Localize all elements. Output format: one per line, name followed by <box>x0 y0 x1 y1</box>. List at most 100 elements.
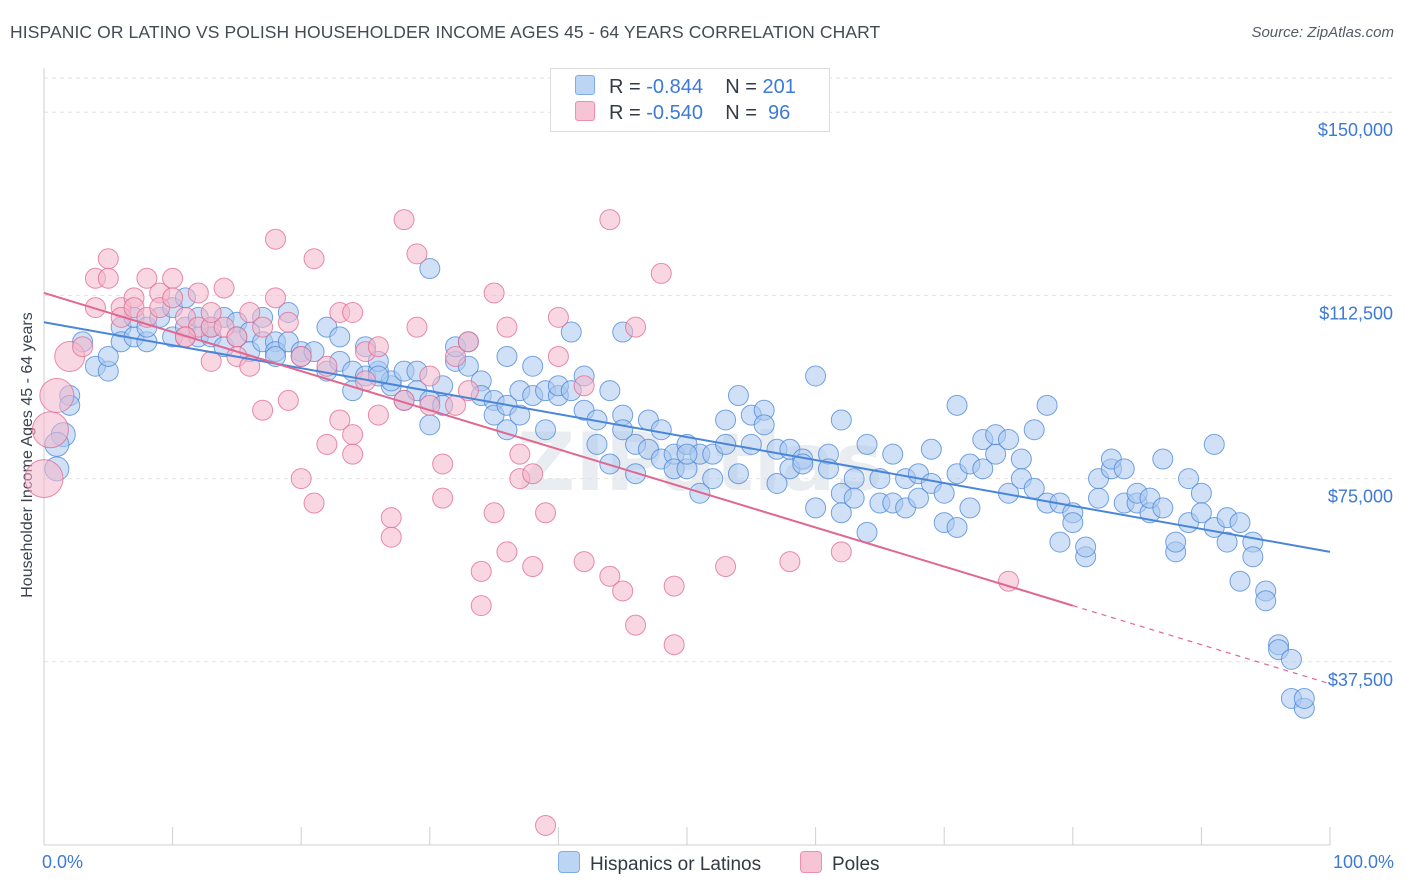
poles-point <box>625 316 647 338</box>
hispanic-point <box>329 326 351 348</box>
hispanic-point <box>1178 468 1200 490</box>
poles-point <box>342 443 364 465</box>
y-tick-label: $150,000 <box>1318 120 1393 140</box>
poles-point <box>277 311 299 333</box>
hispanic-point <box>933 482 955 504</box>
poles-point <box>599 565 621 587</box>
poles-point <box>522 556 544 578</box>
poles-point <box>470 560 492 582</box>
hispanic-point <box>1293 687 1315 709</box>
poles-point <box>419 394 441 416</box>
poles-point <box>264 228 286 250</box>
hispanic-point <box>998 429 1019 451</box>
source-credit: Source: ZipAtlas.com <box>1251 24 1394 41</box>
hispanic-point <box>856 433 878 455</box>
poles-point <box>625 614 647 636</box>
hispanic-point <box>882 443 904 465</box>
poles-point <box>535 502 557 524</box>
hispanic-point <box>97 345 119 367</box>
legend-r-value: -0.844 <box>646 76 703 98</box>
poles-point <box>316 433 338 455</box>
hispanic-point <box>959 497 981 519</box>
bottom-legend-label: Poles <box>832 854 880 875</box>
poles-point <box>162 287 184 309</box>
hispanic-point <box>766 472 788 494</box>
poles-point <box>367 336 389 358</box>
hispanic-point <box>702 468 724 490</box>
hispanic-point <box>650 419 672 441</box>
hispanic-point <box>1216 531 1238 553</box>
poles-point <box>239 301 261 323</box>
poles-point <box>97 267 119 289</box>
hispanic-point <box>599 380 621 402</box>
poles-point <box>779 551 801 573</box>
poles-point <box>445 345 467 367</box>
hispanic-point <box>522 355 544 377</box>
poles-point <box>715 556 737 578</box>
hispanic-point <box>560 321 582 343</box>
poles-point <box>264 287 286 309</box>
poles-point <box>329 409 351 431</box>
poles-point <box>650 262 672 284</box>
legend-n-value: 96 <box>762 102 791 124</box>
poles-point <box>162 267 184 289</box>
poles-point <box>39 378 75 414</box>
poles-point <box>509 443 531 465</box>
hispanic-point <box>1010 448 1032 470</box>
hispanic-point <box>727 463 749 485</box>
poles-point <box>367 404 389 426</box>
y-tick-label: $37,500 <box>1328 670 1393 690</box>
bottom-legend-label: Hispanics or Latinos <box>590 854 762 875</box>
hispanic-point <box>1023 419 1045 441</box>
poles-point <box>24 459 64 499</box>
hispanic-point <box>1049 531 1071 553</box>
poles-point <box>393 209 415 231</box>
poles-point <box>342 301 364 323</box>
poles-point <box>380 526 402 548</box>
poles-point <box>535 814 557 836</box>
hispanic-point <box>535 419 557 441</box>
poles-point <box>303 248 325 270</box>
hispanic-point <box>1152 448 1174 470</box>
hispanic-point <box>676 443 698 465</box>
poles-point <box>380 507 402 529</box>
hispanic-point <box>907 487 929 509</box>
poles-point <box>406 316 428 338</box>
poles-point <box>457 380 479 402</box>
hispanic-point <box>856 521 878 543</box>
poles-point <box>252 399 274 421</box>
hispanic-point <box>805 497 827 519</box>
legend-swatch-hispanic <box>575 75 595 95</box>
poles-point <box>31 411 69 449</box>
y-tick-label: $112,500 <box>1319 303 1393 323</box>
poles-point <box>522 463 544 485</box>
poles-point <box>226 326 248 348</box>
poles-point <box>342 424 364 446</box>
legend-n-label: N = <box>725 102 757 124</box>
poles-point <box>432 453 454 475</box>
poles-point <box>187 282 209 304</box>
poles-point <box>406 243 428 265</box>
poles-point <box>303 492 325 514</box>
poles-point <box>290 345 312 367</box>
legend-n-label: N = <box>725 76 757 98</box>
bottom-legend-hispanic: Hispanics or Latinos <box>558 851 761 877</box>
poles-point <box>457 331 479 353</box>
hispanic-point <box>1152 497 1174 519</box>
hispanic-point <box>1190 502 1212 524</box>
hispanic-point <box>1280 648 1302 670</box>
hispanic-point <box>586 433 608 455</box>
poles-point <box>97 248 119 270</box>
hispanic-point <box>1075 536 1097 558</box>
x-tick-label-start: 0.0% <box>42 852 84 872</box>
y-tick-label: $75,000 <box>1328 487 1393 507</box>
poles-point <box>72 336 94 358</box>
poles-point <box>998 570 1019 592</box>
hispanic-trend-line <box>43 321 1331 553</box>
legend-r-value: -0.540 <box>646 102 703 124</box>
poles-point <box>483 282 505 304</box>
poles-point <box>470 595 492 617</box>
hispanic-point <box>496 345 518 367</box>
hispanic-point <box>1165 531 1187 553</box>
